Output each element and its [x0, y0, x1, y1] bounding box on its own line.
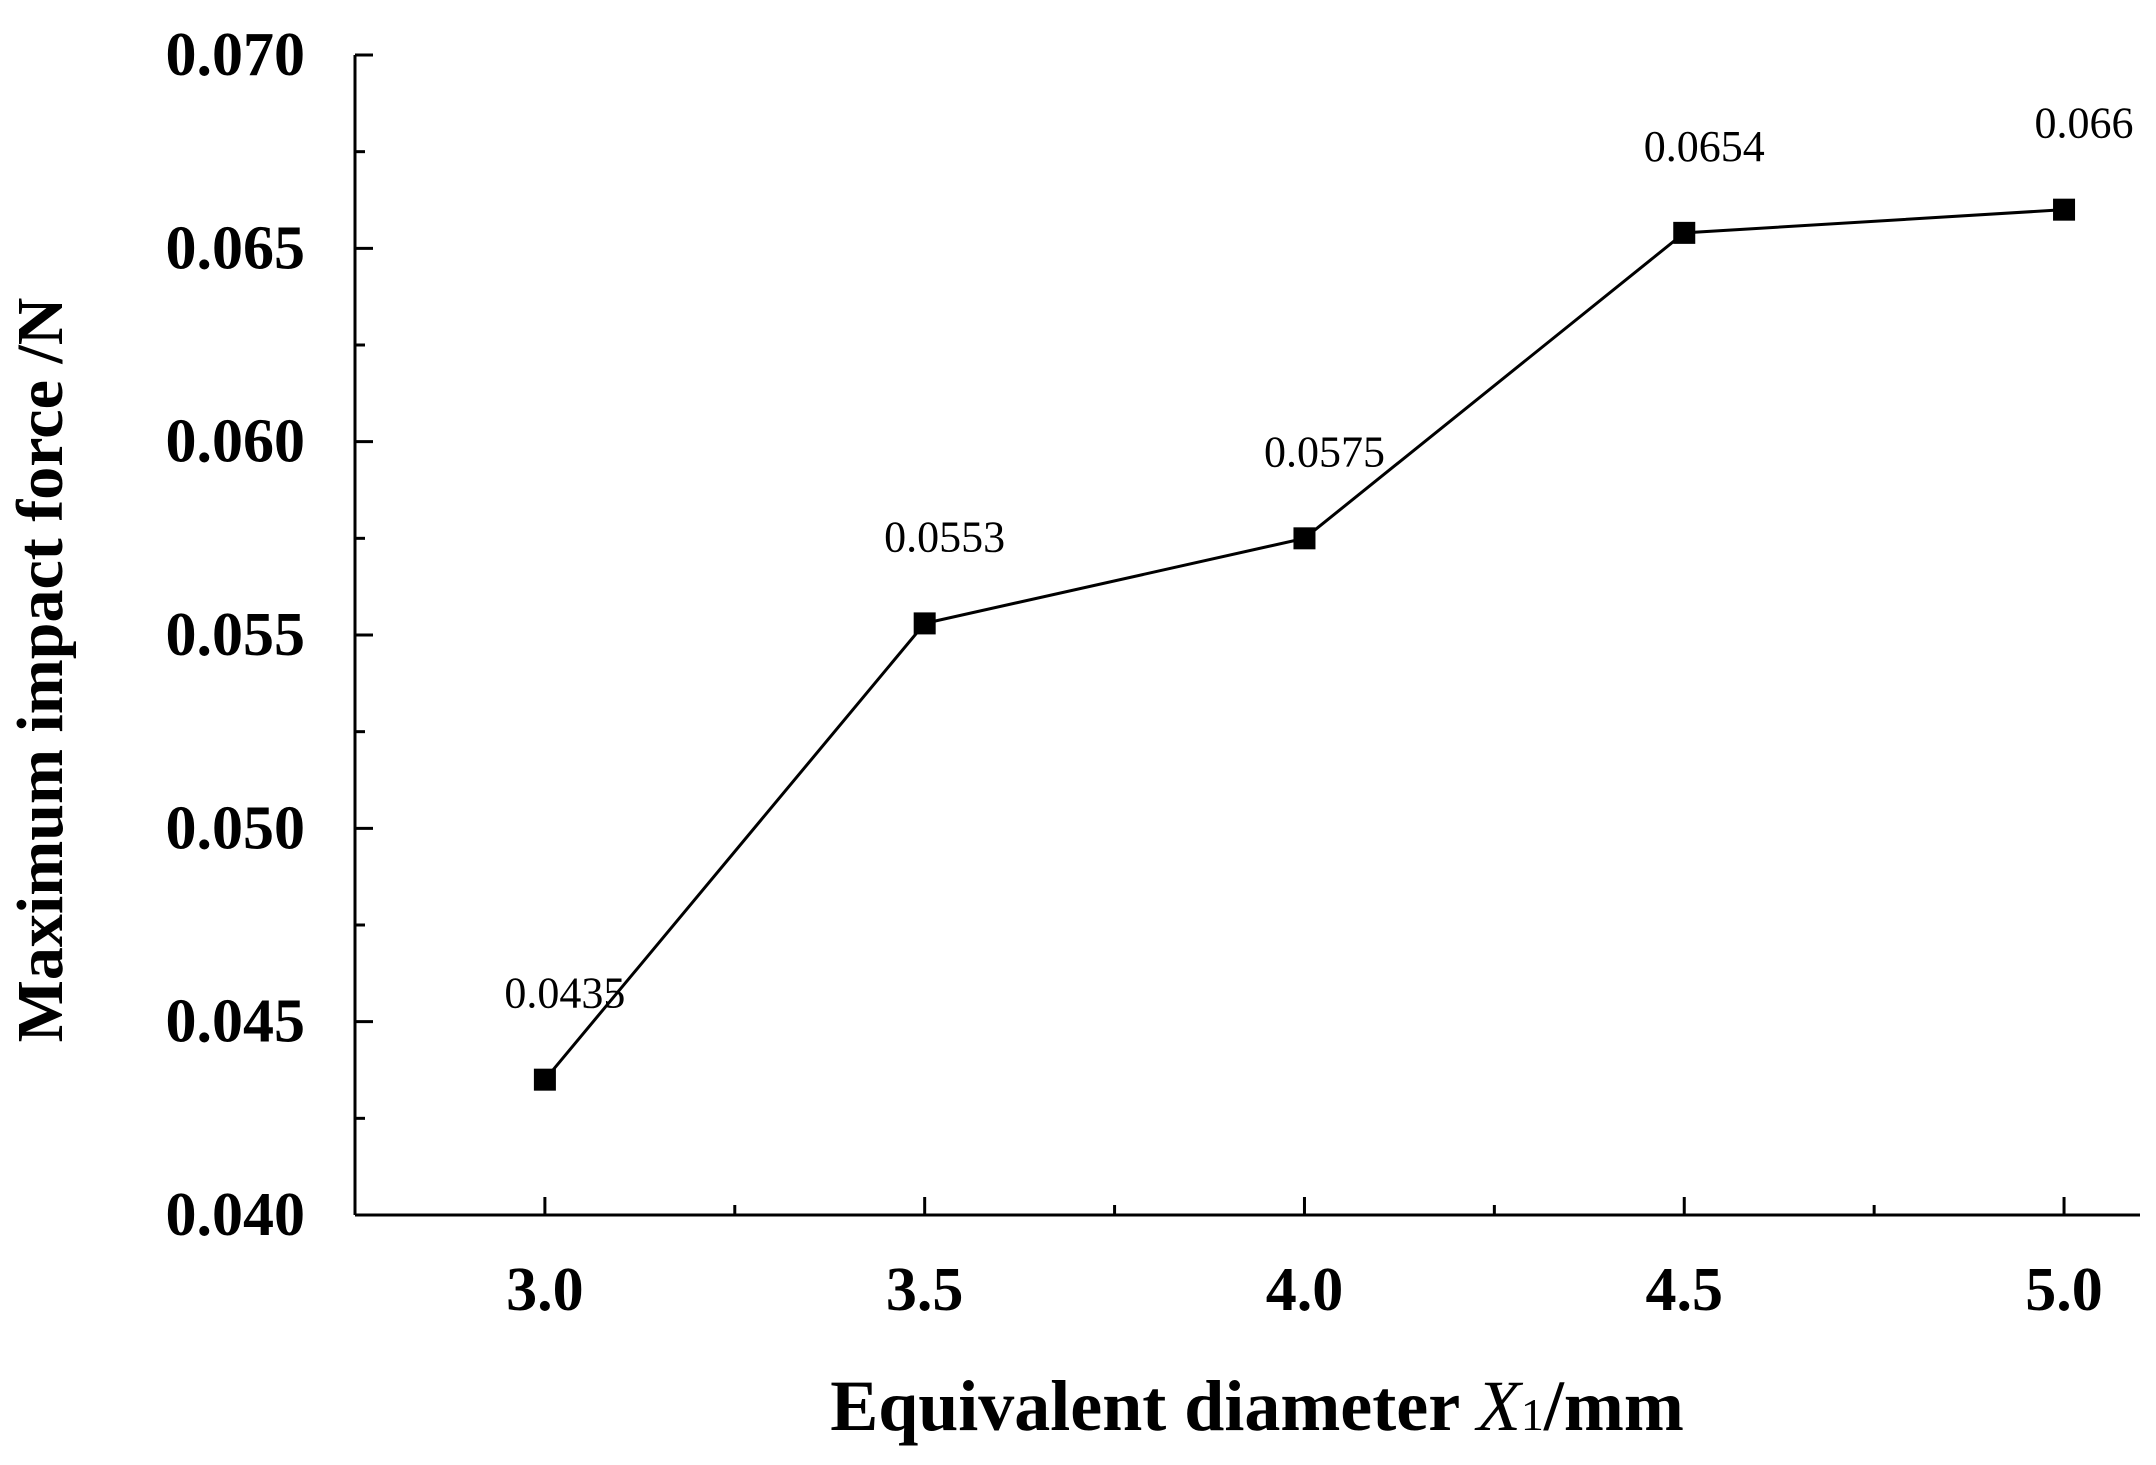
x-tick-label: 4.0 [1266, 1256, 1344, 1324]
data-label: 0.0435 [504, 969, 625, 1018]
x-tick-label: 3.5 [886, 1256, 964, 1324]
data-label: 0.066 [2035, 99, 2134, 148]
x-tick-label: 5.0 [2025, 1256, 2103, 1324]
x-tick-label: 4.5 [1646, 1256, 1724, 1324]
data-label: 0.0553 [884, 512, 1005, 561]
data-point-marker [913, 612, 936, 635]
data-point-marker [533, 1068, 556, 1091]
x-tick-label: 3.0 [506, 1256, 584, 1324]
series-line [543, 208, 2065, 1081]
y-tick-label: 0.050 [166, 794, 306, 862]
y-tick-label: 0.040 [166, 1181, 306, 1249]
y-tick-label: 0.070 [166, 21, 306, 89]
y-axis-title: Maximum impact force /N [4, 298, 77, 1043]
x-axis-title: Equivalent diameter X1/mm [830, 1366, 1684, 1446]
axes [353, 53, 2140, 1217]
data-label: 0.0654 [1644, 122, 1765, 171]
tick-labels: 0.040 0.045 0.050 0.055 0.060 0.065 0.070 3.0 3.… [166, 21, 2103, 1324]
data-point-marker [2053, 198, 2076, 221]
y-tick-label: 0.065 [166, 214, 306, 282]
y-tick-label: 0.055 [166, 601, 306, 669]
data-label: 0.0575 [1264, 427, 1385, 476]
x-axis-title-main: Equivalent diameter [830, 1366, 1477, 1446]
y-tick-label: 0.060 [166, 408, 306, 476]
data-point-marker [1293, 527, 1316, 550]
x-axis-title-unit: /mm [1543, 1366, 1684, 1446]
y-tick-label: 0.045 [166, 988, 306, 1056]
data-point-marker [1673, 221, 1696, 244]
data-labels: 0.0435 0.0553 0.0575 0.0654 0.066 [504, 99, 2133, 1018]
x-axis-title-subscript: 1 [1521, 1389, 1544, 1440]
x-axis-title-variable: X [1474, 1366, 1524, 1446]
series [533, 198, 2076, 1091]
